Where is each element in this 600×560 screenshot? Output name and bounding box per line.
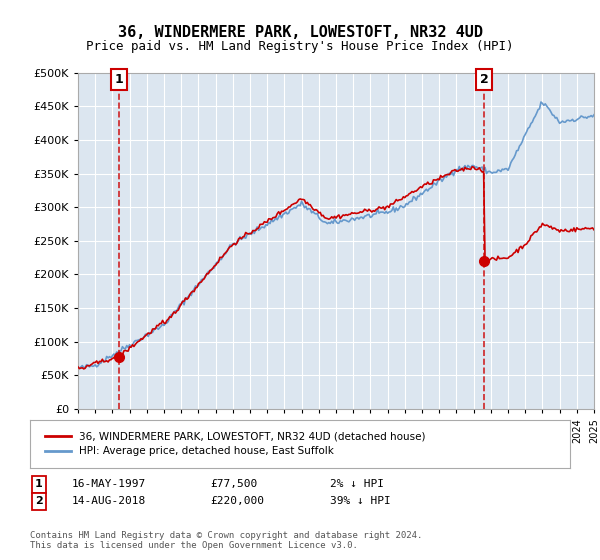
Text: 14-AUG-2018: 14-AUG-2018 [72,496,146,506]
Text: 2% ↓ HPI: 2% ↓ HPI [330,479,384,489]
Text: £220,000: £220,000 [210,496,264,506]
Text: 39% ↓ HPI: 39% ↓ HPI [330,496,391,506]
Text: 1: 1 [115,73,123,86]
Legend: 36, WINDERMERE PARK, LOWESTOFT, NR32 4UD (detached house), HPI: Average price, d: 36, WINDERMERE PARK, LOWESTOFT, NR32 4UD… [41,427,430,460]
Text: 1: 1 [35,479,43,489]
Text: 36, WINDERMERE PARK, LOWESTOFT, NR32 4UD: 36, WINDERMERE PARK, LOWESTOFT, NR32 4UD [118,25,482,40]
Text: Price paid vs. HM Land Registry's House Price Index (HPI): Price paid vs. HM Land Registry's House … [86,40,514,53]
Text: 2: 2 [480,73,488,86]
Text: 16-MAY-1997: 16-MAY-1997 [72,479,146,489]
Text: Contains HM Land Registry data © Crown copyright and database right 2024.
This d: Contains HM Land Registry data © Crown c… [30,530,422,550]
Text: 2: 2 [35,496,43,506]
Text: £77,500: £77,500 [210,479,257,489]
